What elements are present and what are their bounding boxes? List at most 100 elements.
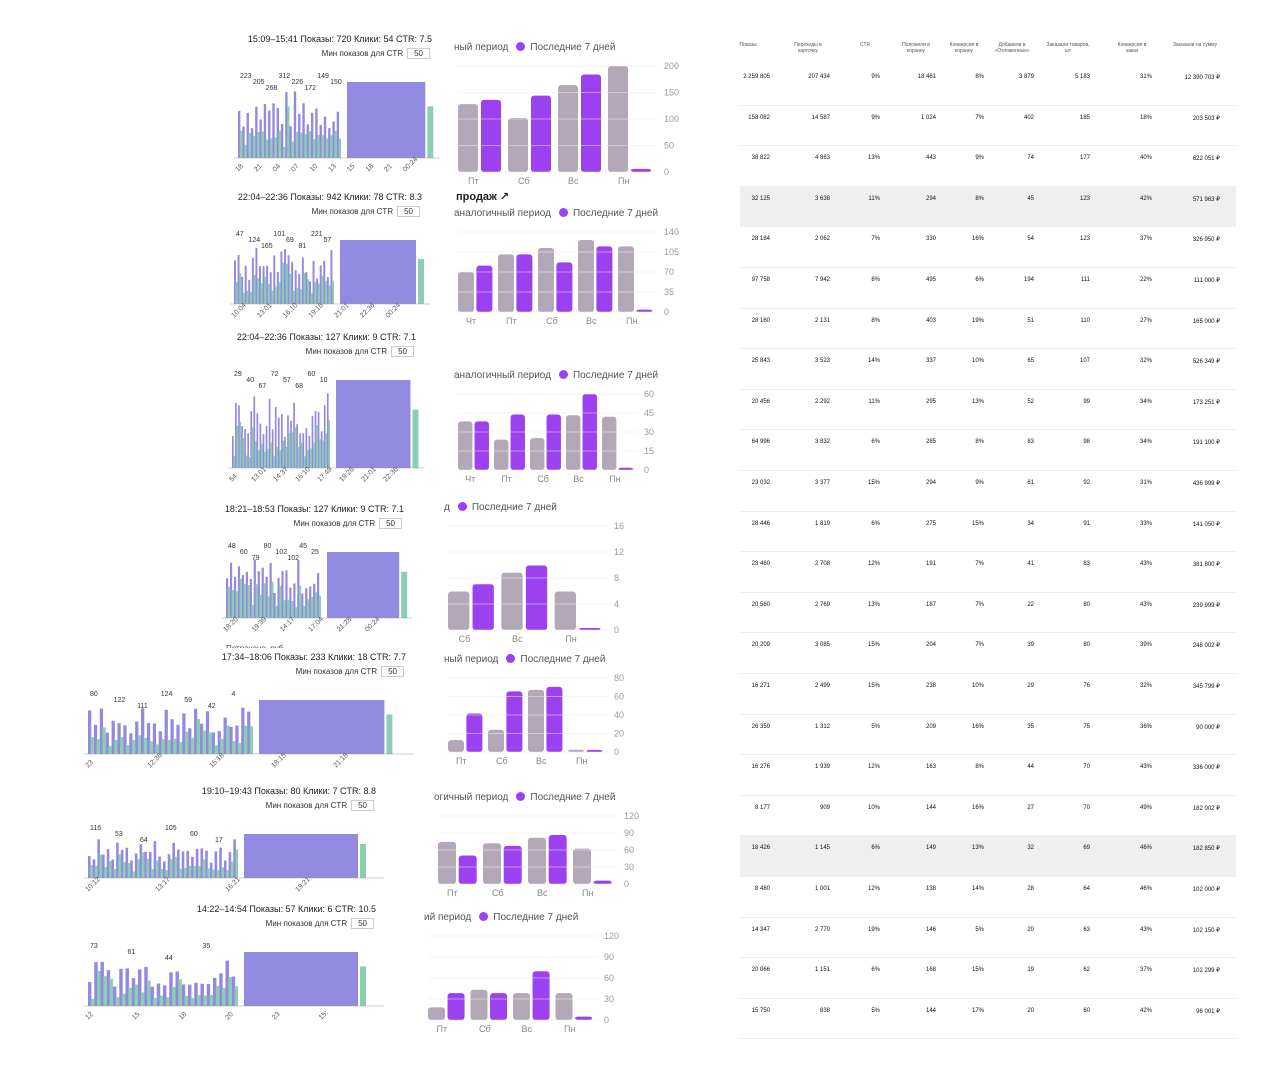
impressions-bar <box>244 429 246 468</box>
table-row[interactable]: 32 125 3 638 11% 294 8% 45 123 42% 571 963 ₽ <box>740 185 1236 228</box>
table-cell: 15% <box>971 520 984 527</box>
bar-value-label: 61 <box>128 949 136 956</box>
bar-value-label: 45 <box>299 543 307 550</box>
chart-legend: д Последние 7 дней <box>444 502 557 513</box>
table-row[interactable]: 16 276 1 939 12% 163 8% 44 70 43% 336 000 ₽ <box>740 754 1236 796</box>
table-row[interactable]: 14 347 2 770 19% 146 5% 20 63 43% 102 150 ₽ <box>740 917 1236 959</box>
min-impressions-input[interactable]: 50 <box>379 518 402 529</box>
column-header[interactable]: Положили в корзину <box>902 42 930 54</box>
min-impressions-input[interactable]: 50 <box>351 800 374 811</box>
table-row[interactable]: 20 560 2 769 13% 187 7% 22 80 43% 239 999 ₽ <box>740 592 1236 634</box>
column-header[interactable]: Конверсия в заказ <box>1117 42 1147 54</box>
impressions-bar <box>263 103 267 158</box>
table-row[interactable]: 8 177 909 10% 144 16% 27 70 49% 182 002 ₽ <box>740 795 1236 837</box>
time-tick-label: 21:01 <box>360 466 377 483</box>
min-impressions-input[interactable]: 50 <box>397 206 420 217</box>
table-row[interactable]: 15 750 838 5% 144 17% 20 60 42% 96 001 ₽ <box>740 998 1236 1040</box>
previous-period-bar <box>602 416 617 470</box>
impressions-bar <box>247 711 251 754</box>
bar-value-label: 29 <box>234 371 242 378</box>
impressions-bar <box>336 111 340 158</box>
impressions-bar <box>238 405 240 468</box>
current-period-bar <box>593 880 612 884</box>
clicks-bar <box>221 867 224 878</box>
impressions-bar <box>158 731 162 754</box>
impressions-bar <box>281 414 283 468</box>
day-tick-label: Пт <box>456 756 467 766</box>
value-tick-label: 60 <box>604 973 614 983</box>
impressions-bar <box>111 720 115 754</box>
impressions-bar <box>287 415 289 468</box>
table-row[interactable]: 28 160 2 131 8% 403 19% 51 110 27% 165 000 ₽ <box>740 308 1236 350</box>
bar-value-label: 165 <box>261 243 273 250</box>
table-row[interactable]: 18 426 1 145 6% 149 13% 32 69 46% 182 850 ₽ <box>740 835 1236 877</box>
clicks-bar <box>279 450 281 468</box>
clicks-bar <box>249 726 253 754</box>
clicks-bar <box>317 134 320 158</box>
min-impressions-input[interactable]: 50 <box>391 346 414 357</box>
clicks-bar <box>197 995 201 1006</box>
impressions-bar <box>269 272 272 304</box>
current-period-bar <box>472 584 494 630</box>
min-impressions-label: Мин показов для CTR <box>305 347 388 356</box>
clicks-bar <box>239 578 242 618</box>
clicks-bar <box>338 138 341 158</box>
column-header[interactable]: Заказали товаров, шт <box>1046 42 1090 54</box>
min-impressions-input[interactable]: 50 <box>407 48 430 59</box>
table-cell: 8 177 <box>754 804 770 811</box>
clicks-bar <box>316 425 318 468</box>
column-header[interactable]: Заказали на сумму <box>1172 42 1218 48</box>
table-row[interactable]: 16 271 2 499 15% 238 10% 29 76 32% 345 799 ₽ <box>740 673 1236 715</box>
table-row[interactable]: 28 184 2 062 7% 330 16% 54 123 37% 326 950 ₽ <box>740 226 1236 268</box>
table-row[interactable]: 20 209 3 085 15% 204 7% 39 80 39% 248 002 ₽ <box>740 632 1236 674</box>
impressions-bar <box>146 723 151 754</box>
clicks-bar <box>169 859 173 878</box>
min-impressions-input[interactable]: 50 <box>381 666 404 677</box>
column-header[interactable]: Показы <box>739 42 757 48</box>
table-row[interactable]: 158 082 14 587 9% 1 024 7% 402 185 18% 203 503 ₽ <box>740 105 1236 147</box>
column-header[interactable]: Переходы в карточку <box>794 42 822 54</box>
table-row[interactable]: 38 822 4 863 13% 443 9% 74 177 40% 622 051 ₽ <box>740 145 1236 187</box>
impressions-bar <box>326 393 329 468</box>
column-header[interactable]: Добавили в «Отложенные» <box>994 42 1030 54</box>
table-cell: 92 <box>1083 480 1090 486</box>
table-cell: 43% <box>1139 764 1152 771</box>
previous-period-bar <box>538 248 554 312</box>
table-cell: 39% <box>1139 642 1152 649</box>
table-row[interactable]: 20 066 1 151 6% 168 15% 19 62 37% 102 299 ₽ <box>740 957 1236 999</box>
bar-value-label: 17 <box>215 837 223 844</box>
table-row[interactable]: 20 456 2 292 11% 295 13% 52 99 34% 173 251 ₽ <box>740 389 1236 431</box>
clicks-bar <box>203 995 207 1006</box>
table-cell: 3 523 <box>814 358 830 365</box>
clicks-bar <box>143 737 147 754</box>
table-row[interactable]: 28 446 1 819 6% 275 15% 34 91 33% 141 050 ₽ <box>740 511 1236 553</box>
impressions-bar <box>214 851 218 878</box>
min-impressions-input[interactable]: 50 <box>351 918 374 929</box>
column-header[interactable]: Конверсия в корзину <box>949 42 979 54</box>
bar-value-label: 205 <box>253 79 265 86</box>
table-row[interactable]: 23 460 2 708 12% 191 7% 41 83 43% 381 800 ₽ <box>740 551 1236 593</box>
section-title[interactable]: продаж ↗ <box>456 191 510 203</box>
clicks-bar <box>211 869 215 878</box>
table-cell: 8% <box>871 317 880 324</box>
table-row[interactable]: 23 032 3 377 15% 294 9% 61 92 31% 436 999 ₽ <box>740 470 1236 512</box>
table-row[interactable]: 25 843 3 523 14% 337 10% 65 107 32% 526 349 ₽ <box>740 348 1236 390</box>
bar-value-label: 68 <box>295 383 303 390</box>
table-cell: 31% <box>1139 74 1152 80</box>
table-row[interactable]: 97 758 7 942 8% 495 6% 194 111 22% 111 000 ₽ <box>740 267 1236 309</box>
clicks-bar <box>126 744 130 754</box>
impressions-bar <box>235 725 239 754</box>
current-period-bar <box>510 414 525 470</box>
clicks-bar <box>321 275 324 304</box>
table-row[interactable]: 2 259 805 207 434 9% 18 461 8% 3 879 5 183 31% 1… <box>740 64 1236 106</box>
previous-period-bar <box>458 104 478 172</box>
bar-value-label: 105 <box>165 825 177 832</box>
table-row[interactable]: 26 359 1 312 5% 209 16% 35 75 36% 90 000 ₽ <box>740 714 1236 756</box>
min-impressions-label: Мин показов для CTR <box>321 49 404 58</box>
value-tick-label: 200 <box>664 61 679 71</box>
table-row[interactable]: 8 480 1 001 12% 138 14% 28 64 46% 102 000 ₽ <box>740 876 1236 918</box>
column-header[interactable]: CTR <box>859 42 871 48</box>
table-cell: 64 996 <box>751 439 770 446</box>
table-row[interactable]: 64 996 3 832 6% 285 8% 83 98 34% 191 100 ₽ <box>740 429 1236 471</box>
timeline-summary: 22:04–22:36 Показы: 942 Клики: 78 CTR: 8… <box>237 192 422 202</box>
